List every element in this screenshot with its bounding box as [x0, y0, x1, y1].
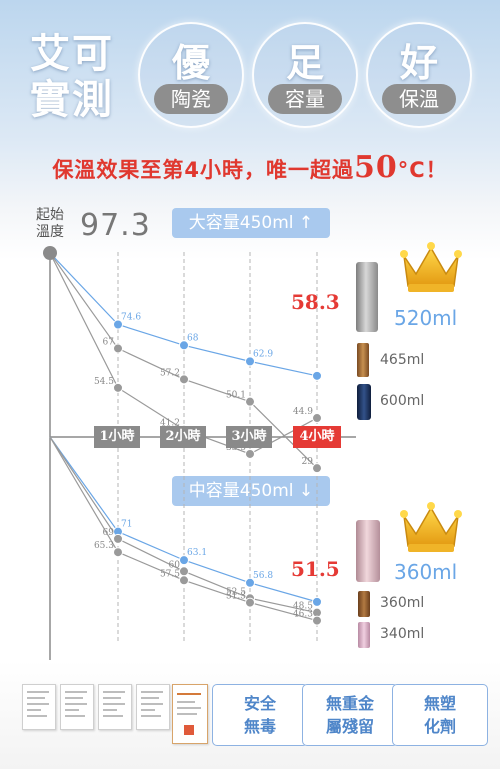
data-point-0-2-3 [312, 413, 322, 424]
point-label-1-1-1: 60 [169, 560, 181, 570]
size-label-465: 465ml [380, 352, 425, 368]
point-label-1-2-1: 57.5 [160, 569, 180, 579]
feature-line: 無塑 化劑 [423, 694, 456, 736]
point-label-0-0-0: 74.6 [121, 313, 141, 323]
brand-title-line1: 艾可 [30, 31, 114, 77]
point-label-0-0-2: 62.9 [253, 349, 273, 359]
data-point-1-1-1 [179, 566, 189, 577]
data-point-0-0-3 [312, 370, 322, 381]
product-bottle-360 [358, 591, 370, 617]
point-label-0-0-1: 68 [187, 333, 199, 343]
point-label-1-0-0: 71 [121, 520, 132, 530]
data-point-0-0-2 [245, 356, 255, 367]
feature-box-safe: 安全 無毒 [212, 684, 308, 746]
certificate-doc-2 [60, 684, 94, 730]
point-label-1-1-3: 48.5 [293, 602, 313, 612]
data-point-0-1-0 [113, 343, 123, 354]
badge-big-char: 優 [171, 41, 210, 85]
data-point-1-0-3 [312, 596, 322, 607]
product-bottle-600 [357, 384, 371, 420]
data-point-1-2-3 [312, 615, 322, 626]
badge-big-char: 足 [285, 41, 324, 85]
headline-prefix: 保溫效果至第4小時，唯一超過 [52, 158, 354, 182]
data-point-0-2-0 [113, 382, 123, 393]
headline-suffix: °C！ [397, 158, 448, 182]
feature-line: 安全 無毒 [243, 694, 276, 736]
time-box-4: 4小時 [293, 426, 341, 448]
data-point-1-0-1 [179, 555, 189, 566]
badge-pill: 陶瓷 [154, 84, 228, 114]
point-label-1-0-2: 56.8 [253, 571, 273, 581]
feature-line: 無重金 屬殘留 [325, 694, 374, 736]
product-bottle-340 [358, 622, 370, 648]
data-point-1-0-2 [245, 577, 255, 588]
point-label-1-1-0: 69 [103, 528, 115, 538]
chart-title-medium: 中容量450ml ↓ [172, 476, 330, 506]
point-label-0-1-0: 67 [103, 337, 115, 347]
badge-big-char: 好 [399, 41, 438, 85]
certificate-doc-5 [172, 684, 208, 744]
certificate-doc-4 [136, 684, 170, 730]
certificate-doc-1 [22, 684, 56, 730]
crown-icon [400, 502, 462, 552]
point-label-1-1-2: 52.5 [226, 587, 246, 597]
data-point-1-2-1 [179, 575, 189, 586]
headline-claim: 保溫效果至第4小時，唯一超過50°C！ [0, 150, 500, 185]
point-label-0-1-3: 29 [302, 457, 314, 467]
start-point [43, 246, 57, 260]
size-label-520: 520ml [394, 306, 458, 330]
feature-box-no-heavy-metal: 無重金 屬殘留 [302, 684, 398, 746]
point-label-0-2-1: 41.2 [160, 419, 180, 429]
data-point-0-2-2 [245, 448, 255, 459]
badge-capacity: 足 容量 [252, 22, 358, 128]
point-label-1-0-1: 63.1 [187, 548, 207, 558]
product-cup-360-pink [356, 520, 380, 582]
point-label-1-2-0: 65.3 [94, 541, 114, 551]
data-point-0-1-2 [245, 396, 255, 407]
point-label-0-1-1: 57.2 [160, 368, 180, 378]
size-label-360: 360ml [380, 595, 425, 611]
crown-icon [400, 242, 462, 292]
time-box-3: 3小時 [226, 426, 272, 448]
data-point-0-1-1 [179, 374, 189, 385]
final-value-large: 58.3 [291, 290, 340, 314]
seal-stamp [184, 725, 194, 735]
certificate-doc-3 [98, 684, 132, 730]
brand-title-line2: 實測 [30, 77, 114, 123]
start-temp-label-line1: 起始 [36, 207, 64, 223]
start-temp-label-line2: 溫度 [36, 224, 64, 240]
final-value-medium: 51.5 [291, 557, 340, 581]
temperature-chart: 74.66862.96757.250.12954.541.233.544.971… [43, 246, 356, 660]
time-box-1: 1小時 [94, 426, 140, 448]
point-label-0-2-3: 44.9 [293, 407, 313, 417]
data-point-1-1-0 [113, 533, 123, 544]
size-label-600: 600ml [380, 393, 425, 409]
data-point-0-0-0 [113, 319, 123, 330]
feature-box-no-plasticizer: 無塑 化劑 [392, 684, 488, 746]
product-bottle-520 [356, 262, 378, 332]
headline-number: 50 [353, 150, 398, 185]
size-label-340: 340ml [380, 626, 425, 642]
data-point-1-2-0 [113, 547, 123, 558]
point-label-0-2-0: 54.5 [94, 377, 114, 387]
start-temp-value: 97.3 [80, 208, 151, 243]
size-label-360-main: 360ml [394, 560, 458, 584]
badge-pill: 保溫 [382, 84, 456, 114]
point-label-0-1-2: 50.1 [226, 391, 246, 401]
point-label-1-2-3: 46.3 [293, 610, 313, 620]
chart-title-large: 大容量450ml ↑ [172, 208, 330, 238]
badge-insulation: 好 保溫 [366, 22, 472, 128]
data-point-0-1-3 [312, 463, 322, 474]
point-label-1-2-2: 51.3 [226, 592, 246, 602]
data-point-1-2-2 [245, 597, 255, 608]
badge-ceramic: 優 陶瓷 [138, 22, 244, 128]
time-box-2: 2小時 [160, 426, 206, 448]
badge-pill: 容量 [268, 84, 342, 114]
product-bottle-465 [357, 343, 369, 377]
data-point-0-0-1 [179, 340, 189, 351]
